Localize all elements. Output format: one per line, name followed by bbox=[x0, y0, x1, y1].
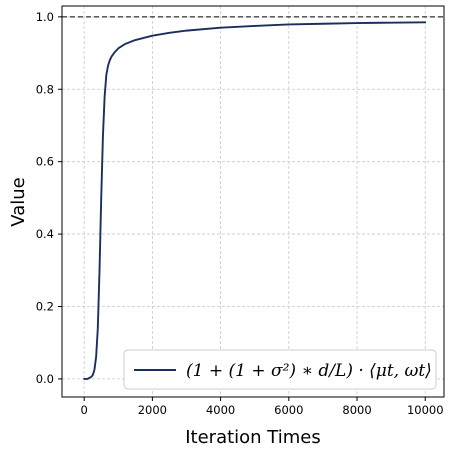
x-tick-label: 4000 bbox=[206, 403, 235, 417]
legend-label: (1 + (1 + σ²) ∗ d/L) · ⟨μt, ωt⟩ bbox=[186, 361, 432, 381]
y-axis-ticks: 0.0 0.2 0.4 0.6 0.8 1.0 bbox=[36, 10, 62, 386]
x-tick-label: 6000 bbox=[274, 403, 303, 417]
x-tick-label: 10000 bbox=[407, 403, 444, 417]
y-tick-label: 1.0 bbox=[36, 10, 54, 24]
legend: (1 + (1 + σ²) ∗ d/L) · ⟨μt, ωt⟩ bbox=[123, 349, 437, 390]
x-tick-label: 8000 bbox=[342, 403, 371, 417]
y-tick-label: 0.2 bbox=[36, 299, 54, 313]
plot-frame bbox=[61, 5, 445, 398]
y-tick-label: 0.8 bbox=[36, 82, 54, 96]
series-layer bbox=[83, 21, 427, 380]
legend-box bbox=[123, 349, 437, 390]
x-tick-label: 0 bbox=[81, 403, 88, 417]
y-tick-label: 0.4 bbox=[36, 227, 54, 241]
series-line bbox=[83, 21, 427, 380]
plot-background bbox=[62, 6, 444, 397]
x-axis-ticks: 0 2000 4000 6000 8000 10000 bbox=[81, 397, 444, 417]
y-tick-label: 0.6 bbox=[36, 155, 54, 169]
y-tick-label: 0.0 bbox=[36, 372, 54, 386]
x-axis-title: Iteration Times bbox=[185, 427, 321, 448]
x-tick-label: 2000 bbox=[138, 403, 167, 417]
y-axis-title: Value bbox=[8, 177, 29, 226]
